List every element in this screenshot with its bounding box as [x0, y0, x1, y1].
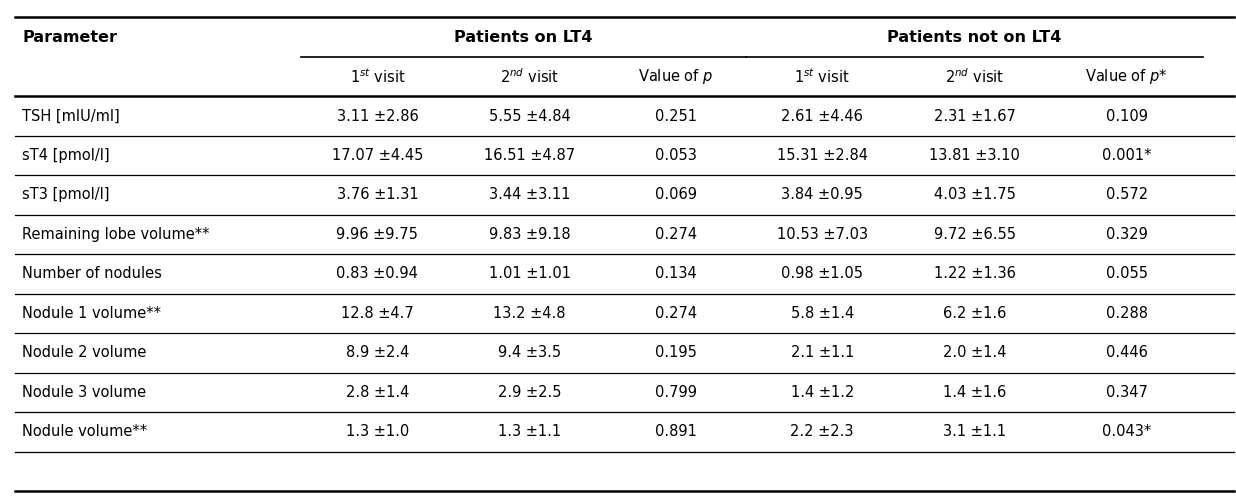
Text: Patients not on LT4: Patients not on LT4 — [887, 30, 1062, 45]
Text: 0.069: 0.069 — [655, 187, 697, 202]
Text: $1^{st}$ visit: $1^{st}$ visit — [795, 67, 850, 86]
Text: 0.891: 0.891 — [655, 425, 697, 439]
Text: $2^{nd}$ visit: $2^{nd}$ visit — [944, 67, 1004, 86]
Text: 0.83 ±0.94: 0.83 ±0.94 — [336, 266, 418, 281]
Text: 13.81 ±3.10: 13.81 ±3.10 — [929, 148, 1020, 163]
Text: Nodule 3 volume: Nodule 3 volume — [22, 385, 146, 400]
Text: 2.31 ±1.67: 2.31 ±1.67 — [933, 109, 1016, 124]
Text: 1.3 ±1.0: 1.3 ±1.0 — [346, 425, 409, 439]
Text: 13.2 ±4.8: 13.2 ±4.8 — [493, 306, 566, 321]
Text: 1.3 ±1.1: 1.3 ±1.1 — [498, 425, 561, 439]
Text: 6.2 ±1.6: 6.2 ±1.6 — [943, 306, 1006, 321]
Text: 9.96 ±9.75: 9.96 ±9.75 — [336, 227, 418, 242]
Text: 1.22 ±1.36: 1.22 ±1.36 — [933, 266, 1016, 281]
Text: Number of nodules: Number of nodules — [22, 266, 162, 281]
Text: 3.84 ±0.95: 3.84 ±0.95 — [781, 187, 863, 202]
Text: 0.043*: 0.043* — [1103, 425, 1152, 439]
Text: 0.134: 0.134 — [655, 266, 697, 281]
Text: 0.446: 0.446 — [1106, 345, 1148, 361]
Text: 0.251: 0.251 — [655, 109, 697, 124]
Text: Nodule volume**: Nodule volume** — [22, 425, 147, 439]
Text: Value of $p$*: Value of $p$* — [1085, 67, 1168, 86]
Text: 2.0 ±1.4: 2.0 ±1.4 — [943, 345, 1006, 361]
Text: 0.195: 0.195 — [655, 345, 697, 361]
Text: 0.274: 0.274 — [655, 227, 697, 242]
Text: 3.76 ±1.31: 3.76 ±1.31 — [336, 187, 418, 202]
Text: 15.31 ±2.84: 15.31 ±2.84 — [776, 148, 868, 163]
Text: 0.288: 0.288 — [1106, 306, 1148, 321]
Text: 0.329: 0.329 — [1106, 227, 1148, 242]
Text: 3.11 ±2.86: 3.11 ±2.86 — [336, 109, 418, 124]
Text: 0.799: 0.799 — [655, 385, 697, 400]
Text: 2.1 ±1.1: 2.1 ±1.1 — [791, 345, 854, 361]
Text: 9.83 ±9.18: 9.83 ±9.18 — [489, 227, 571, 242]
Text: TSH [mIU/ml]: TSH [mIU/ml] — [22, 109, 120, 124]
Text: 5.55 ±4.84: 5.55 ±4.84 — [489, 109, 571, 124]
Text: 0.053: 0.053 — [655, 148, 697, 163]
Text: 16.51 ±4.87: 16.51 ±4.87 — [485, 148, 575, 163]
Text: sT4 [pmol/l]: sT4 [pmol/l] — [22, 148, 110, 163]
Text: 9.4 ±3.5: 9.4 ±3.5 — [498, 345, 561, 361]
Text: 0.109: 0.109 — [1106, 109, 1148, 124]
Text: 5.8 ±1.4: 5.8 ±1.4 — [791, 306, 854, 321]
Text: 0.572: 0.572 — [1106, 187, 1148, 202]
Text: 17.07 ±4.45: 17.07 ±4.45 — [331, 148, 423, 163]
Text: Patients on LT4: Patients on LT4 — [455, 30, 593, 45]
Text: 8.9 ±2.4: 8.9 ±2.4 — [346, 345, 409, 361]
Text: 2.9 ±2.5: 2.9 ±2.5 — [498, 385, 561, 400]
Text: 0.347: 0.347 — [1106, 385, 1148, 400]
Text: 4.03 ±1.75: 4.03 ±1.75 — [933, 187, 1016, 202]
Text: Nodule 1 volume**: Nodule 1 volume** — [22, 306, 161, 321]
Text: 1.01 ±1.01: 1.01 ±1.01 — [488, 266, 571, 281]
Text: 0.274: 0.274 — [655, 306, 697, 321]
Text: 2.2 ±2.3: 2.2 ±2.3 — [791, 425, 854, 439]
Text: Remaining lobe volume**: Remaining lobe volume** — [22, 227, 210, 242]
Text: sT3 [pmol/l]: sT3 [pmol/l] — [22, 187, 110, 202]
Text: 0.001*: 0.001* — [1103, 148, 1152, 163]
Text: 3.1 ±1.1: 3.1 ±1.1 — [943, 425, 1006, 439]
Text: 2.61 ±4.46: 2.61 ±4.46 — [781, 109, 863, 124]
Text: 9.72 ±6.55: 9.72 ±6.55 — [933, 227, 1016, 242]
Text: 1.4 ±1.6: 1.4 ±1.6 — [943, 385, 1006, 400]
Text: $2^{nd}$ visit: $2^{nd}$ visit — [501, 67, 560, 86]
Text: 2.8 ±1.4: 2.8 ±1.4 — [346, 385, 409, 400]
Text: 1.4 ±1.2: 1.4 ±1.2 — [791, 385, 854, 400]
Text: 0.055: 0.055 — [1106, 266, 1148, 281]
Text: $1^{st}$ visit: $1^{st}$ visit — [350, 67, 405, 86]
Text: 0.98 ±1.05: 0.98 ±1.05 — [781, 266, 863, 281]
Text: 12.8 ±4.7: 12.8 ±4.7 — [341, 306, 414, 321]
Text: Nodule 2 volume: Nodule 2 volume — [22, 345, 147, 361]
Text: 3.44 ±3.11: 3.44 ±3.11 — [489, 187, 571, 202]
Text: Parameter: Parameter — [22, 30, 117, 45]
Text: Value of $p$: Value of $p$ — [638, 67, 713, 86]
Text: 10.53 ±7.03: 10.53 ±7.03 — [776, 227, 868, 242]
